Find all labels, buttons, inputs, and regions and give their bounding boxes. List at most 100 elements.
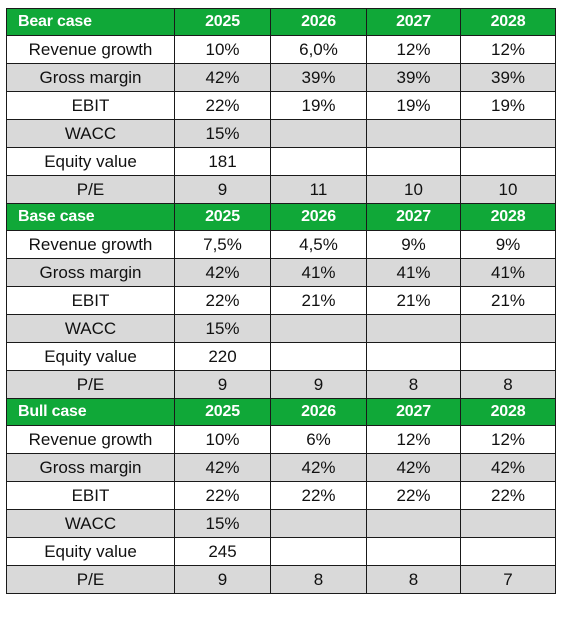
table-cell: [460, 119, 556, 148]
table-cell: [460, 509, 556, 538]
table-cell: 8: [460, 370, 556, 399]
row-label: EBIT: [6, 286, 175, 315]
table-cell: 39%: [270, 63, 367, 92]
row-label: WACC: [6, 509, 175, 538]
table-cell: 9: [270, 370, 367, 399]
table-cell: [366, 147, 461, 176]
table-cell: 10: [460, 175, 556, 204]
table-row-p-e: P/E 9 9 8 8: [6, 370, 556, 399]
row-label: EBIT: [6, 91, 175, 120]
row-label: WACC: [6, 314, 175, 343]
table-cell: 42%: [460, 453, 556, 482]
table-cell: [270, 342, 367, 371]
table-cell: 4,5%: [270, 230, 367, 259]
row-label: Equity value: [6, 342, 175, 371]
table-row-gross-margin: Gross margin 42% 39% 39% 39%: [6, 63, 556, 92]
row-label: Revenue growth: [6, 230, 175, 259]
table-cell: [460, 314, 556, 343]
table-row-equity-value: Equity value 245: [6, 537, 556, 566]
table-cell: 12%: [366, 35, 461, 64]
table-cell: 6,0%: [270, 35, 367, 64]
table-cell: 21%: [270, 286, 367, 315]
table-cell: 39%: [366, 63, 461, 92]
table-row-gross-margin: Gross margin 42% 42% 42% 42%: [6, 453, 556, 482]
row-label: Revenue growth: [6, 425, 175, 454]
table-cell: 41%: [366, 258, 461, 287]
row-label: EBIT: [6, 481, 175, 510]
table-cell: 19%: [366, 91, 461, 120]
row-label: Gross margin: [6, 453, 175, 482]
year-header: 2027: [366, 203, 461, 231]
table-cell: 12%: [460, 425, 556, 454]
row-label: P/E: [6, 370, 175, 399]
year-header: 2026: [270, 398, 367, 426]
row-label: Revenue growth: [6, 35, 175, 64]
table-cell: 15%: [174, 119, 271, 148]
table-row-ebit: EBIT 22% 21% 21% 21%: [6, 286, 556, 315]
year-header: 2028: [460, 8, 556, 36]
table-cell: 6%: [270, 425, 367, 454]
table-cell: [366, 509, 461, 538]
table-cell: 19%: [270, 91, 367, 120]
table-cell: 22%: [174, 286, 271, 315]
table-cell: 22%: [270, 481, 367, 510]
row-label: P/E: [6, 565, 175, 594]
row-label: Equity value: [6, 537, 175, 566]
table-cell: 10: [366, 175, 461, 204]
scenario-title: Bull case: [6, 398, 175, 426]
row-label: Gross margin: [6, 258, 175, 287]
table-row-ebit: EBIT 22% 22% 22% 22%: [6, 481, 556, 510]
year-header: 2028: [460, 398, 556, 426]
year-header: 2027: [366, 8, 461, 36]
table-cell: 12%: [460, 35, 556, 64]
table-cell: 22%: [174, 481, 271, 510]
table-cell: 21%: [366, 286, 461, 315]
year-header: 2028: [460, 203, 556, 231]
table-cell: 9: [174, 175, 271, 204]
table-cell: [270, 537, 367, 566]
table-cell: [366, 119, 461, 148]
table-cell: 21%: [460, 286, 556, 315]
row-label: Equity value: [6, 147, 175, 176]
table-cell: 10%: [174, 35, 271, 64]
table-row-revenue-growth: Revenue growth 10% 6% 12% 12%: [6, 425, 556, 454]
table-row-revenue-growth: Revenue growth 10% 6,0% 12% 12%: [6, 35, 556, 64]
table-cell: [366, 314, 461, 343]
scenario-header-base-case: Base case 2025 2026 2027 2028: [6, 203, 556, 231]
table-cell: 41%: [270, 258, 367, 287]
year-header: 2025: [174, 8, 271, 36]
table-cell: 8: [270, 565, 367, 594]
table-cell: 220: [174, 342, 271, 371]
table-cell: [270, 509, 367, 538]
table-cell: 181: [174, 147, 271, 176]
table-cell: 42%: [366, 453, 461, 482]
year-header: 2026: [270, 8, 367, 36]
table-cell: [460, 342, 556, 371]
table-row-ebit: EBIT 22% 19% 19% 19%: [6, 91, 556, 120]
table-cell: 19%: [460, 91, 556, 120]
table-cell: [460, 537, 556, 566]
year-header: 2025: [174, 203, 271, 231]
table-row-equity-value: Equity value 220: [6, 342, 556, 371]
table-cell: 245: [174, 537, 271, 566]
table-cell: 10%: [174, 425, 271, 454]
table-cell: 22%: [174, 91, 271, 120]
table-row-equity-value: Equity value 181: [6, 147, 556, 176]
year-header: 2026: [270, 203, 367, 231]
table-cell: 42%: [270, 453, 367, 482]
year-header: 2025: [174, 398, 271, 426]
table-cell: 9: [174, 565, 271, 594]
table-cell: 42%: [174, 453, 271, 482]
table-row-p-e: P/E 9 8 8 7: [6, 565, 556, 594]
table-body: Bear case 2025 2026 2027 2028 Revenue growth 1…: [6, 8, 556, 594]
table-cell: 22%: [460, 481, 556, 510]
table-cell: [270, 314, 367, 343]
table-cell: 39%: [460, 63, 556, 92]
table-cell: 9%: [460, 230, 556, 259]
table-row-p-e: P/E 9 11 10 10: [6, 175, 556, 204]
table-cell: 9: [174, 370, 271, 399]
table-row-gross-margin: Gross margin 42% 41% 41% 41%: [6, 258, 556, 287]
table-row-wacc: WACC 15%: [6, 119, 556, 148]
scenario-header-bull-case: Bull case 2025 2026 2027 2028: [6, 398, 556, 426]
table-cell: [270, 119, 367, 148]
